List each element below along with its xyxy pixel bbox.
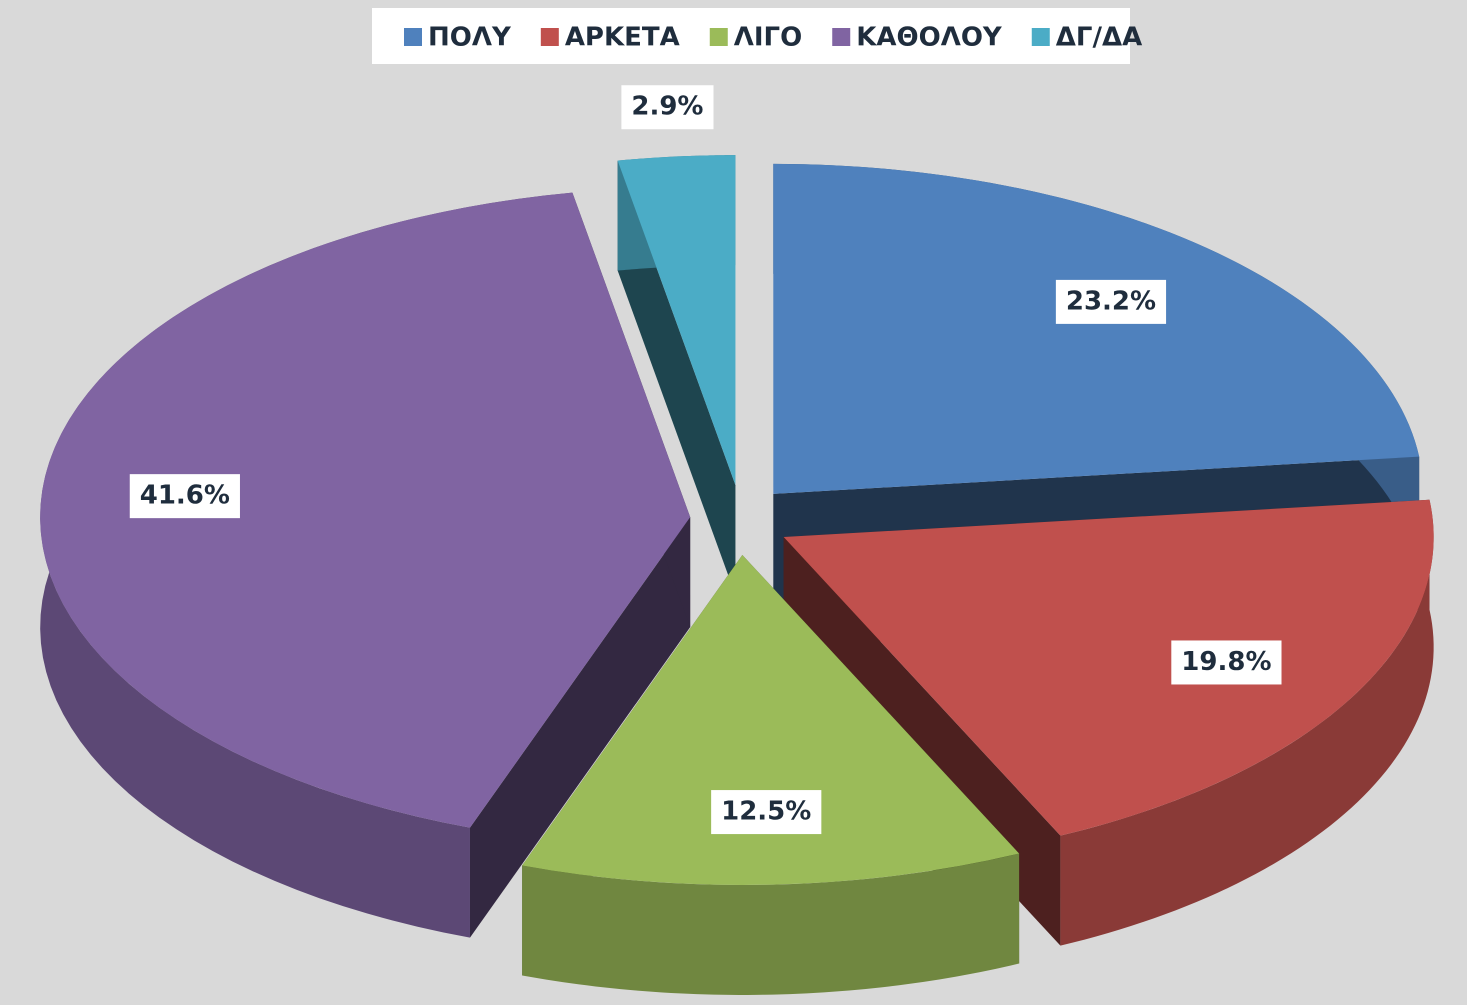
slice-side xyxy=(617,160,736,596)
slice xyxy=(617,155,736,486)
data-label: 41.6% xyxy=(140,481,230,511)
legend-label: ΠΟΛΥ xyxy=(428,23,512,53)
slice-side xyxy=(469,517,691,938)
pie: 23.2% 19.8% 12.5% 41.6% 2.9% xyxy=(40,85,1434,995)
legend: ΠΟΛΥ ΑΡΚΕΤΑ ΛΙΓΟ ΚΑΘΟΛΟΥ ΔΓ/ΔΑ xyxy=(404,23,1142,53)
legend-label: ΑΡΚΕΤΑ xyxy=(565,23,680,53)
data-label: 23.2% xyxy=(1066,286,1156,316)
legend-box xyxy=(372,8,1130,64)
data-label-box xyxy=(129,474,240,519)
legend-label: ΚΑΘΟΛΟΥ xyxy=(856,23,1003,53)
data-label-box xyxy=(1055,279,1167,324)
data-label-box xyxy=(1171,640,1282,685)
slice xyxy=(783,499,1434,836)
data-label: 12.5% xyxy=(721,797,811,827)
legend-swatch xyxy=(832,28,851,46)
data-label-box xyxy=(711,790,822,835)
slice xyxy=(522,554,1020,885)
slice xyxy=(773,163,1420,494)
data-label-box xyxy=(621,85,714,130)
legend-label: ΛΙΓΟ xyxy=(734,23,802,53)
slice xyxy=(40,192,691,828)
legend-swatch xyxy=(709,28,728,46)
legend-swatch xyxy=(1031,28,1050,46)
data-label: 19.8% xyxy=(1181,647,1271,677)
legend-label: ΔΓ/ΔΑ xyxy=(1056,23,1142,53)
data-label: 2.9% xyxy=(631,92,703,122)
legend-swatch xyxy=(404,28,422,46)
legend-swatch xyxy=(540,28,559,46)
slice-wall xyxy=(1060,499,1434,946)
slice-wall xyxy=(522,853,1020,995)
